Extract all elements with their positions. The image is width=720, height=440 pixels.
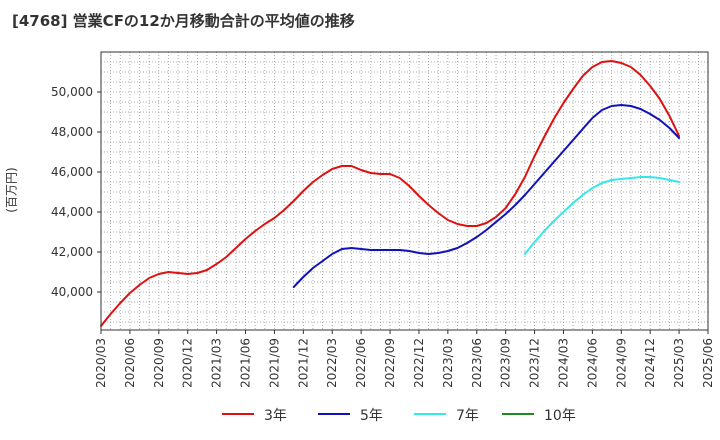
- x-tick-label: 2024/09: [614, 338, 628, 388]
- x-tick-label: 2024/12: [643, 338, 657, 388]
- x-tick-label: 2023/06: [470, 338, 484, 388]
- y-tick-label: 48,000: [51, 125, 93, 139]
- y-axis-ticks: 40,000 42,000 44,000 46,000 48,000 50,000: [51, 85, 101, 299]
- x-tick-label: 2025/06: [701, 338, 715, 388]
- x-tick-label: 2023/09: [499, 338, 513, 388]
- x-tick-label: 2021/12: [296, 338, 310, 388]
- y-tick-label: 50,000: [51, 85, 93, 99]
- plot-border: [100, 51, 709, 331]
- x-tick-label: 2020/06: [123, 338, 137, 388]
- legend-label: 3年: [264, 408, 287, 424]
- x-tick-label: 2020/12: [181, 338, 195, 388]
- chart-title: [4768] 営業CFの12か月移動合計の平均値の推移: [12, 12, 355, 30]
- legend: 3年 5年 7年 10年: [0, 402, 720, 426]
- x-tick-label: 2020/03: [94, 338, 108, 388]
- x-tick-label: 2022/12: [412, 338, 426, 388]
- x-tick-label: 2024/03: [556, 338, 570, 388]
- series-line-7年: [523, 176, 681, 255]
- x-tick-label: 2020/09: [152, 338, 166, 388]
- series-lines: [100, 60, 681, 327]
- plot-area: [101, 52, 708, 330]
- x-tick-label: 2021/03: [210, 338, 224, 388]
- x-tick-label: 2021/09: [267, 338, 281, 388]
- x-tick-label: 2021/06: [239, 338, 253, 388]
- y-tick-label: 46,000: [51, 165, 93, 179]
- grid-lines: [101, 52, 708, 330]
- legend-label: 5年: [360, 408, 383, 424]
- y-tick-label: 44,000: [51, 205, 93, 219]
- x-tick-label: 2022/03: [325, 338, 339, 388]
- legend-swatch: [222, 413, 254, 415]
- x-tick-label: 2022/09: [383, 338, 397, 388]
- x-tick-label: 2025/03: [672, 338, 686, 388]
- y-tick-label: 40,000: [51, 285, 93, 299]
- legend-label: 7年: [456, 408, 479, 424]
- x-tick-label: 2023/12: [528, 338, 542, 388]
- x-axis-ticks: 2020/03 2020/06 2020/09 2020/12 2021/03 2021/…: [94, 330, 715, 388]
- legend-swatch: [414, 413, 446, 415]
- x-tick-label: 2022/06: [354, 338, 368, 388]
- x-tick-label: 2024/06: [585, 338, 599, 388]
- legend-swatch: [318, 413, 350, 415]
- series-line-5年: [292, 104, 681, 288]
- legend-swatch: [502, 413, 534, 415]
- x-tick-label: 2023/03: [441, 338, 455, 388]
- series-line-3年: [100, 60, 681, 327]
- y-tick-label: 42,000: [51, 245, 93, 259]
- legend-label: 10年: [544, 408, 576, 424]
